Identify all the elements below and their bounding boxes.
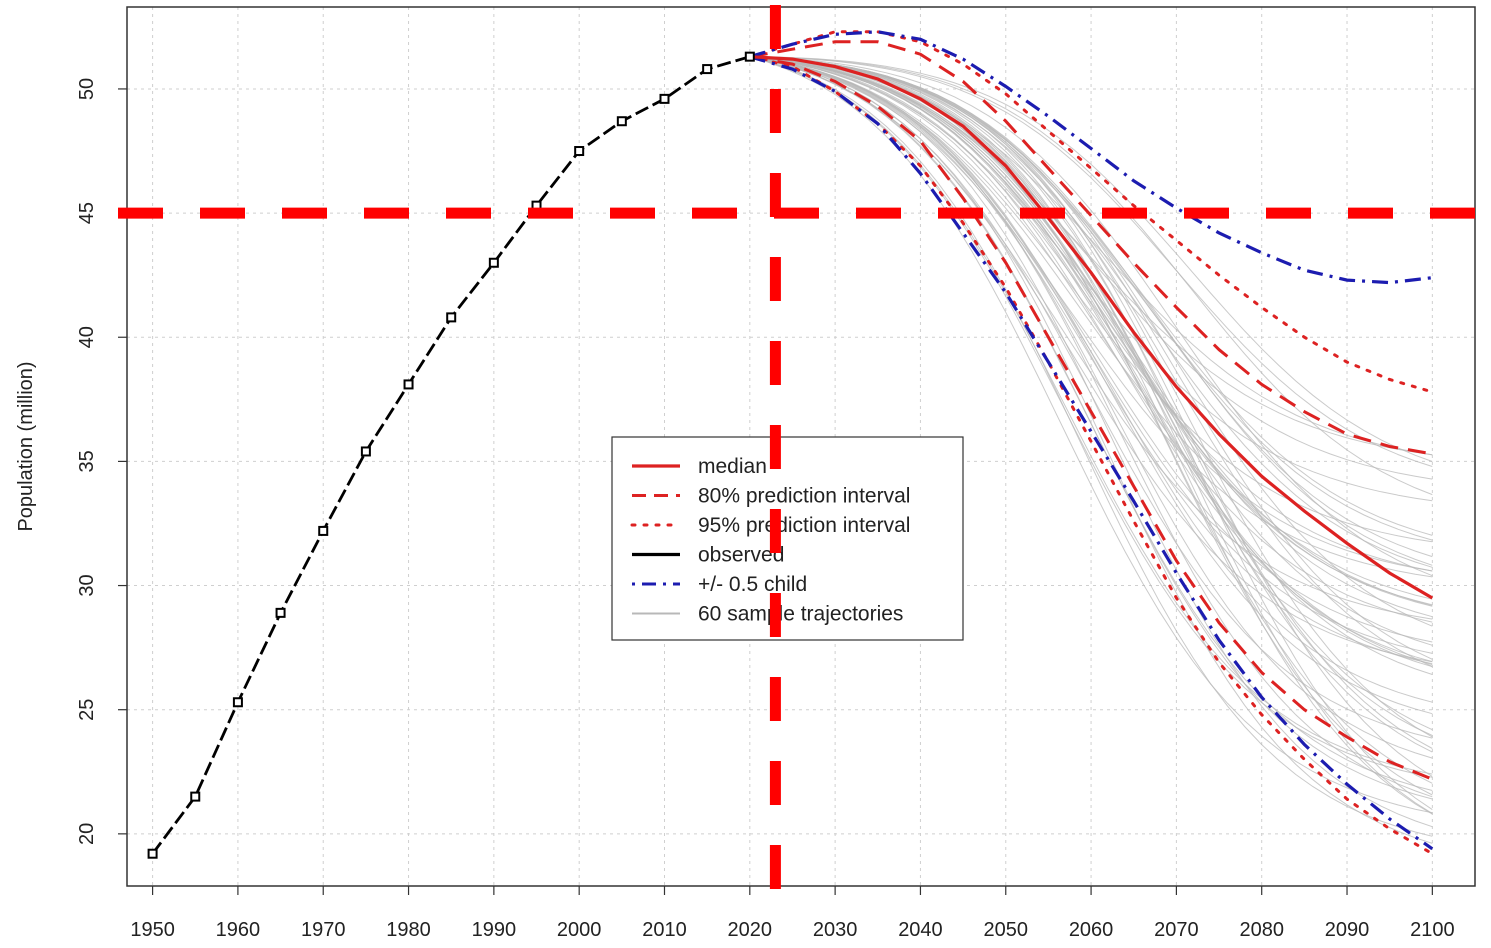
- x-tick-label: 1970: [301, 919, 346, 941]
- plot-frame: [126, 6, 1476, 887]
- y-axis-label: Population (million): [15, 361, 37, 531]
- sample-trajectory-line: [749, 56, 1433, 502]
- legend-label: median: [698, 455, 767, 478]
- sample-trajectory-line: [749, 56, 1433, 467]
- sample-trajectory-line: [749, 56, 1433, 837]
- sample-trajectory-line: [749, 56, 1433, 607]
- legend: median 80% prediction interval 95% predict…: [611, 436, 964, 641]
- sample-trajectory-line: [749, 56, 1433, 844]
- sample-trajectory-line: [749, 56, 1433, 663]
- sample-trajectory-line: [749, 56, 1433, 572]
- x-tick-label: 2010: [642, 919, 687, 941]
- sample-trajectory-line: [749, 56, 1433, 665]
- observed-point: [232, 697, 243, 708]
- sample-trajectory-line: [749, 56, 1433, 778]
- median-line: [749, 55, 1434, 600]
- band-line-lower: [749, 55, 1433, 781]
- x-tick-label: 2050: [984, 919, 1029, 941]
- band-line-lower: [748, 55, 1434, 856]
- observed-point: [744, 51, 755, 62]
- x-tick-label: 2000: [557, 919, 602, 941]
- observed-point: [574, 146, 585, 157]
- x-axis-ticks: 1950 1960 1970 1980 1990 2000 2010 2020 2030 2040…: [130, 886, 1455, 941]
- observed-point: [659, 93, 670, 104]
- median-series: [749, 55, 1434, 600]
- sample-trajectory-line: [749, 56, 1433, 811]
- prediction-bands: [748, 30, 1434, 856]
- sample-trajectory-line: [749, 56, 1433, 654]
- observed-point: [446, 312, 457, 323]
- sample-trajectory-line: [749, 56, 1433, 496]
- observed-point: [318, 525, 329, 536]
- x-tick-label: 2030: [813, 919, 858, 941]
- observed-point: [360, 446, 371, 457]
- x-tick-label: 2080: [1239, 919, 1284, 941]
- x-tick-label: 2040: [898, 919, 943, 941]
- legend-label: +/- 0.5 child: [698, 573, 807, 596]
- sample-trajectory-line: [749, 56, 1433, 543]
- legend-label: 80% prediction interval: [698, 485, 910, 508]
- observed-point: [488, 257, 499, 268]
- x-tick-label: 1980: [386, 919, 431, 941]
- observed-point: [403, 379, 414, 390]
- legend-box: [611, 436, 964, 641]
- observed-point: [275, 607, 286, 618]
- sample-trajectory-line: [749, 56, 1433, 715]
- x-tick-label: 1960: [216, 919, 261, 941]
- sample-trajectory-line: [749, 56, 1433, 578]
- observed-point: [616, 116, 627, 127]
- y-axis-ticks: 20 25 30 35 40 45 50: [76, 78, 127, 845]
- sample-trajectory-line: [749, 56, 1433, 577]
- sample-trajectory-line: [749, 56, 1433, 791]
- band-line-upper: [749, 30, 1433, 285]
- x-tick-label: 2090: [1325, 919, 1370, 941]
- y-tick-label: 25: [76, 699, 98, 721]
- x-tick-label: 2060: [1069, 919, 1114, 941]
- y-tick-label: 35: [76, 450, 98, 472]
- band-line-upper: [749, 40, 1433, 456]
- y-tick-label: 20: [76, 823, 98, 845]
- sample-trajectory-line: [749, 56, 1433, 668]
- y-tick-label: 40: [76, 326, 98, 348]
- x-tick-label: 2020: [728, 919, 773, 941]
- sample-trajectory-line: [749, 56, 1433, 627]
- sample-trajectory-line: [749, 56, 1433, 775]
- annotation-lines: [118, 5, 1491, 900]
- y-tick-label: 30: [76, 574, 98, 596]
- observed-series: [147, 51, 755, 859]
- legend-label: 95% prediction interval: [698, 514, 910, 537]
- x-tick-label: 1990: [472, 919, 517, 941]
- x-tick-label: 2100: [1410, 919, 1455, 941]
- observed-point: [190, 791, 201, 802]
- x-tick-label: 2070: [1154, 919, 1199, 941]
- legend-label: 60 sample trajectories: [698, 603, 903, 626]
- observed-point: [147, 848, 158, 859]
- y-tick-label: 45: [76, 202, 98, 224]
- x-tick-label: 1950: [130, 919, 175, 941]
- observed-point: [702, 64, 713, 75]
- legend-label: observed: [698, 544, 784, 567]
- sample-trajectory-line: [749, 56, 1433, 480]
- y-tick-label: 50: [76, 78, 98, 100]
- sample-trajectory-line: [749, 56, 1433, 462]
- sample-trajectory-line: [749, 56, 1433, 558]
